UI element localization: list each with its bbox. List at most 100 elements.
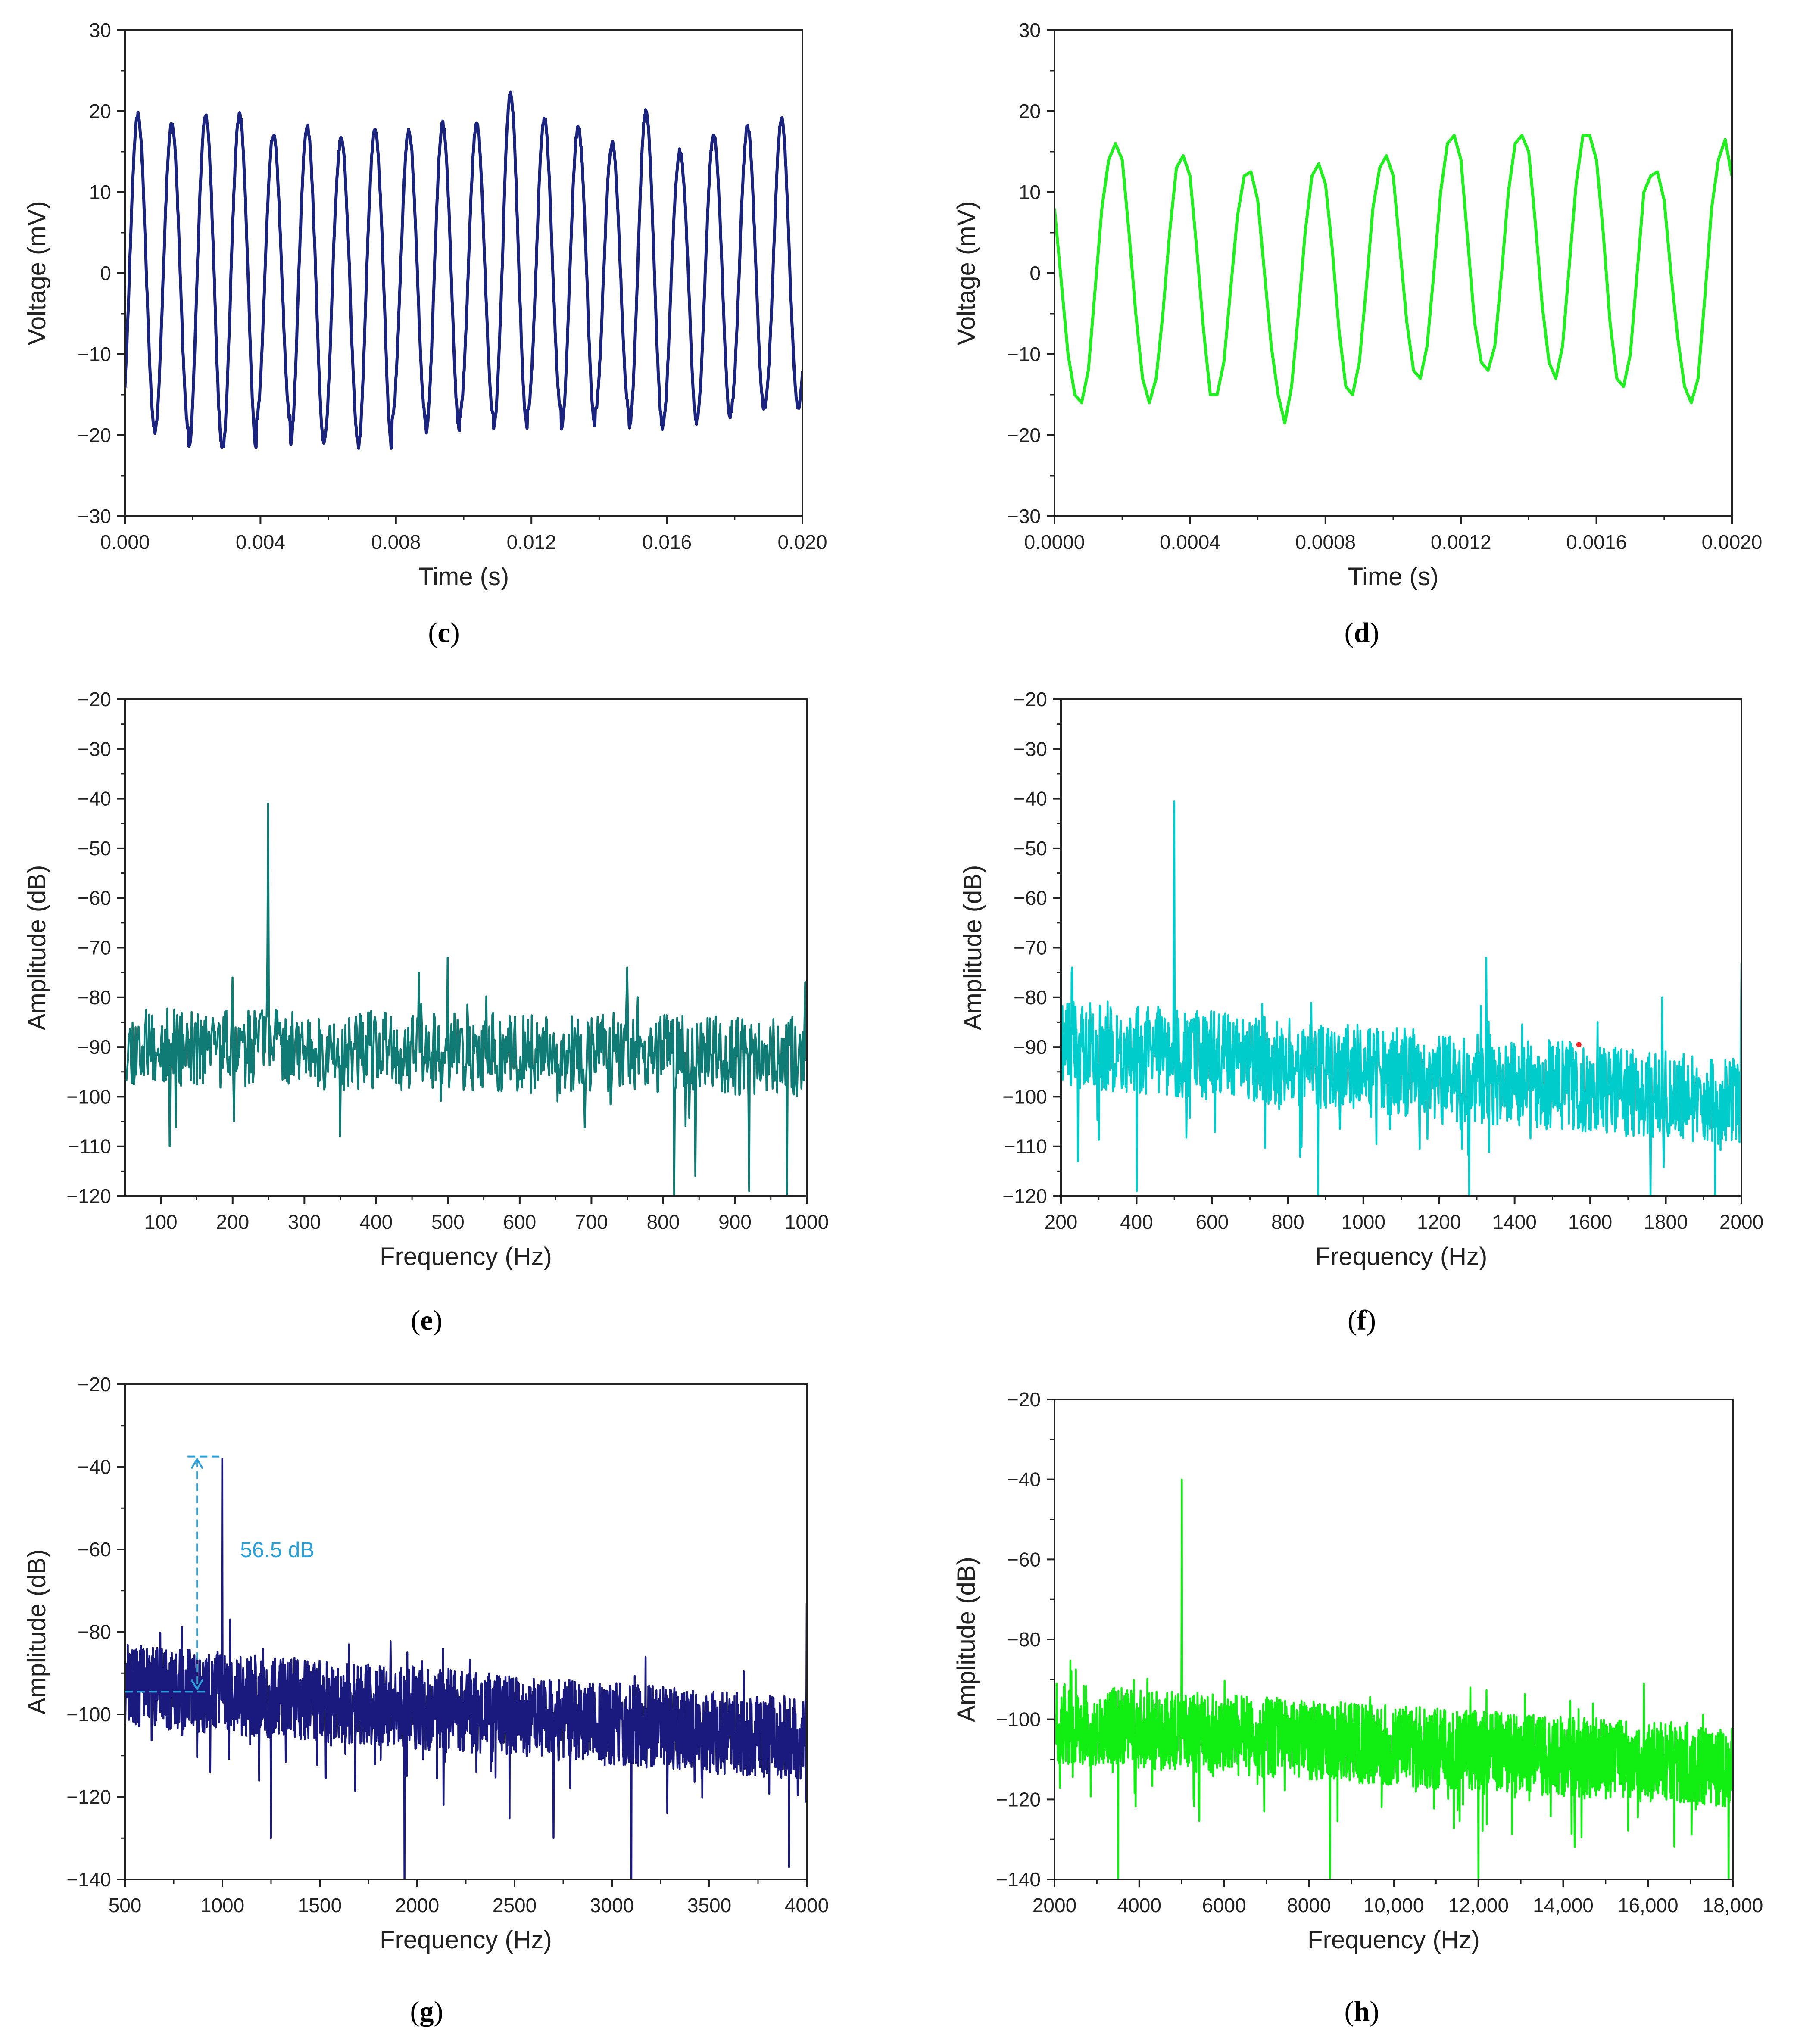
x-tick-label: 800 bbox=[1271, 1211, 1304, 1233]
highlight-marker bbox=[1576, 1042, 1582, 1047]
series-line-g bbox=[125, 1458, 807, 1879]
x-tick-label: 600 bbox=[1196, 1211, 1229, 1233]
plot-frame bbox=[1054, 29, 1733, 517]
y-tick-label: −90 bbox=[1014, 1036, 1047, 1058]
y-axis-label: Amplitude (dB) bbox=[23, 865, 51, 1031]
y-tick-label: −30 bbox=[1007, 505, 1041, 527]
y-tick-label: −20 bbox=[1007, 1388, 1041, 1411]
y-tick-label: −140 bbox=[996, 1868, 1041, 1891]
y-axis-label: Amplitude (dB) bbox=[959, 865, 987, 1031]
y-tick-label: −110 bbox=[1004, 1135, 1047, 1158]
x-axis-label: Frequency (Hz) bbox=[1307, 1926, 1480, 1954]
y-tick-label: 0 bbox=[100, 262, 111, 284]
x-axis-label: Frequency (Hz) bbox=[1315, 1243, 1488, 1271]
panel-letter: f bbox=[1357, 1305, 1367, 1336]
x-tick-label: 2000 bbox=[1033, 1894, 1076, 1916]
x-tick-label: 2500 bbox=[493, 1894, 537, 1916]
x-tick-label: 0.016 bbox=[642, 531, 692, 553]
panel-label: (h) bbox=[1345, 1996, 1379, 2027]
x-tick-label: 3500 bbox=[687, 1894, 731, 1916]
x-tick-label: 1400 bbox=[1492, 1211, 1536, 1233]
series-line-e bbox=[125, 802, 807, 1196]
y-tick-label: −100 bbox=[996, 1708, 1041, 1731]
y-tick-label: −80 bbox=[1014, 986, 1047, 1009]
y-tick-label: −30 bbox=[78, 505, 111, 527]
x-tick-label: 500 bbox=[109, 1894, 142, 1916]
y-tick-label: −60 bbox=[1007, 1548, 1041, 1570]
panel-letter: h bbox=[1354, 1996, 1370, 2027]
x-axis-label: Time (s) bbox=[418, 563, 509, 591]
x-tick-label: 0.012 bbox=[507, 531, 556, 553]
x-tick-label: 14,000 bbox=[1533, 1894, 1594, 1916]
panel-letter: c bbox=[437, 617, 450, 648]
x-axis-label: Frequency (Hz) bbox=[380, 1926, 552, 1954]
y-tick-label: −40 bbox=[78, 1456, 111, 1478]
x-tick-label: 0.000 bbox=[100, 531, 150, 553]
y-tick-label: −50 bbox=[1014, 837, 1047, 860]
x-tick-label: 700 bbox=[575, 1211, 608, 1233]
y-tick-label: 20 bbox=[89, 100, 111, 122]
annotation-dynamic-range: 56.5 dB bbox=[125, 1455, 315, 1693]
chart-panel-h: 2000 4000 6000 8000 10,000 12,000 14,000 16,000… bbox=[952, 1388, 1763, 2027]
x-axis-label: Time (s) bbox=[1348, 563, 1438, 591]
chart-panel-f: 200 400 600 800 1000 1200 1400 1600 1800 2000 −120… bbox=[959, 688, 1763, 1336]
y-tick-label: −60 bbox=[78, 1538, 111, 1561]
panel-label: (f) bbox=[1348, 1305, 1376, 1336]
x-tick-label: 8000 bbox=[1287, 1894, 1331, 1916]
chart-panel-d: 0.0000 0.0004 0.0008 0.0012 0.0016 0.0020 −30 −… bbox=[952, 19, 1762, 648]
plot-frame bbox=[124, 29, 803, 517]
y-tick-label: −110 bbox=[68, 1135, 111, 1158]
x-tick-label: 400 bbox=[1120, 1211, 1153, 1233]
x-tick-label: 1000 bbox=[200, 1894, 244, 1916]
y-tick-label: −120 bbox=[66, 1185, 111, 1207]
x-tick-label: 1800 bbox=[1644, 1211, 1688, 1233]
y-tick-label: −80 bbox=[78, 1621, 111, 1643]
chart-panel-e: 100 200 300 400 500 600 700 800 900 1000 −120 −110 −… bbox=[23, 688, 829, 1336]
x-tick-label: 4000 bbox=[785, 1894, 829, 1916]
y-tick-label: 20 bbox=[1019, 100, 1041, 122]
x-tick-label: 1500 bbox=[298, 1894, 342, 1916]
x-tick-label: 6000 bbox=[1202, 1894, 1246, 1916]
x-tick-label: 4000 bbox=[1117, 1894, 1161, 1916]
x-axis-label: Frequency (Hz) bbox=[380, 1243, 552, 1271]
y-tick-label: −120 bbox=[996, 1788, 1041, 1810]
chart-panel-c: 0.000 0.004 0.008 0.012 0.016 0.020 −30 −20 −10 0… bbox=[23, 19, 827, 648]
y-tick-label: −30 bbox=[78, 738, 111, 760]
y-tick-label: 10 bbox=[89, 181, 111, 203]
annotation-arrowhead-down bbox=[190, 1679, 203, 1691]
x-tick-label: 1200 bbox=[1417, 1211, 1461, 1233]
y-tick-label: 0 bbox=[1030, 262, 1041, 284]
x-tick-label: 10,000 bbox=[1363, 1894, 1424, 1916]
x-tick-label: 0.0012 bbox=[1431, 531, 1491, 553]
y-axis-label: Amplitude (dB) bbox=[952, 1557, 980, 1722]
x-tick-label: 0.0004 bbox=[1160, 531, 1220, 553]
y-tick-label: −40 bbox=[1007, 1468, 1041, 1491]
y-tick-label: −120 bbox=[66, 1786, 111, 1808]
y-tick-label: −20 bbox=[1007, 424, 1041, 446]
series-line-h bbox=[1055, 1478, 1733, 1879]
y-tick-label: −40 bbox=[78, 788, 111, 810]
y-tick-label: −80 bbox=[1007, 1628, 1041, 1651]
chart-panel-g: 500 1000 1500 2000 2500 3000 3500 4000 −140 −120 −… bbox=[23, 1373, 829, 2027]
y-tick-label: −60 bbox=[1014, 887, 1047, 909]
panel-letter: e bbox=[420, 1305, 433, 1336]
y-tick-label: −140 bbox=[66, 1868, 111, 1891]
x-tick-label: 0.020 bbox=[777, 531, 827, 553]
panel-label: (d) bbox=[1345, 617, 1379, 648]
plot-frame bbox=[124, 1383, 808, 1880]
panel-letter: d bbox=[1354, 617, 1370, 648]
series-line-f bbox=[1061, 800, 1741, 1196]
panel-label: (g) bbox=[410, 1996, 443, 2027]
x-tick-label: 500 bbox=[431, 1211, 465, 1233]
x-tick-label: 100 bbox=[144, 1211, 178, 1233]
y-tick-label: −20 bbox=[1014, 688, 1047, 710]
annotation-text: 56.5 dB bbox=[240, 1538, 314, 1562]
x-tick-label: 16,000 bbox=[1618, 1894, 1679, 1916]
x-tick-label: 0.0016 bbox=[1566, 531, 1627, 553]
x-tick-label: 200 bbox=[216, 1211, 249, 1233]
y-tick-label: −70 bbox=[78, 937, 111, 959]
y-tick-label: −10 bbox=[1007, 343, 1041, 365]
y-tick-label: −20 bbox=[78, 688, 111, 710]
y-tick-label: −10 bbox=[78, 343, 111, 365]
x-tick-label: 3000 bbox=[590, 1894, 634, 1916]
